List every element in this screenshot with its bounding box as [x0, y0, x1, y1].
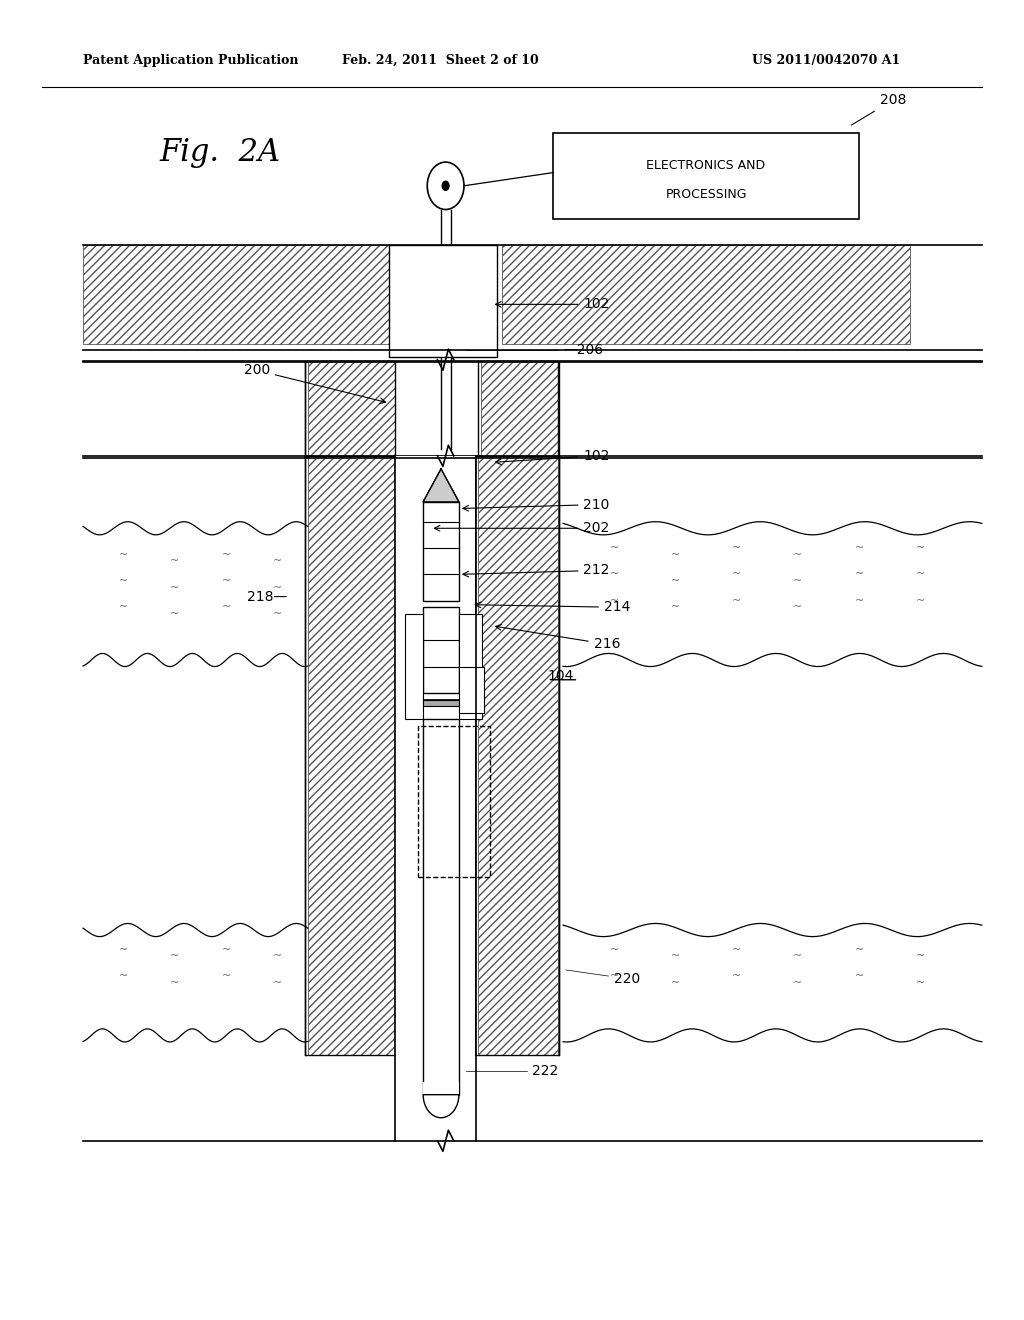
Text: 102: 102: [496, 449, 610, 465]
Bar: [465, 246, 497, 356]
Text: ~: ~: [170, 952, 179, 961]
Text: ~: ~: [794, 952, 803, 961]
Bar: [394, 455, 475, 1147]
Text: ~: ~: [855, 972, 864, 981]
Text: PROCESSING: PROCESSING: [666, 189, 746, 201]
Text: ~: ~: [272, 582, 282, 593]
Text: ~: ~: [120, 576, 129, 586]
Text: ~: ~: [170, 556, 179, 566]
Bar: [423, 719, 459, 1094]
Text: ~: ~: [732, 543, 741, 553]
Text: —206: —206: [563, 343, 603, 358]
Text: 214: 214: [475, 601, 631, 614]
Text: 102: 102: [496, 297, 610, 312]
Bar: [459, 614, 482, 719]
Bar: [418, 726, 489, 878]
Text: ~: ~: [221, 576, 230, 586]
Wedge shape: [423, 1094, 459, 1118]
Text: ~: ~: [915, 595, 925, 606]
Text: ~: ~: [855, 595, 864, 606]
Text: ~: ~: [221, 945, 230, 954]
Bar: [423, 607, 459, 693]
Text: ~: ~: [221, 972, 230, 981]
Text: 216: 216: [496, 624, 621, 651]
Text: ~: ~: [170, 978, 179, 987]
Bar: [389, 246, 426, 356]
Text: 222: 222: [532, 1064, 559, 1078]
Bar: [475, 455, 559, 1055]
Text: ~: ~: [855, 543, 864, 553]
Text: 220: 220: [566, 970, 640, 986]
Bar: [478, 360, 558, 455]
Text: ~: ~: [120, 602, 129, 612]
Text: ~: ~: [732, 945, 741, 954]
Text: 210: 210: [463, 498, 610, 512]
Text: ~: ~: [609, 569, 618, 579]
Text: ~: ~: [609, 945, 618, 954]
Bar: [459, 667, 484, 713]
Bar: [423, 1081, 459, 1107]
Bar: [305, 455, 394, 1055]
Text: ~: ~: [272, 952, 282, 961]
Bar: [308, 360, 394, 455]
Text: ~: ~: [120, 549, 129, 560]
Text: 104: 104: [548, 669, 574, 682]
Text: ~: ~: [855, 945, 864, 954]
Text: ~: ~: [732, 595, 741, 606]
Text: Fig.  2A: Fig. 2A: [160, 137, 281, 169]
Text: Feb. 24, 2011  Sheet 2 of 10: Feb. 24, 2011 Sheet 2 of 10: [342, 54, 539, 67]
Bar: [481, 360, 558, 455]
Bar: [478, 455, 558, 1055]
Text: 212: 212: [463, 564, 610, 577]
Text: ~: ~: [794, 549, 803, 560]
Text: ELECTRONICS AND: ELECTRONICS AND: [646, 160, 766, 172]
Text: ~: ~: [732, 569, 741, 579]
Text: ~: ~: [915, 543, 925, 553]
Bar: [553, 133, 859, 219]
Bar: [305, 360, 394, 455]
Text: ~: ~: [794, 602, 803, 612]
Text: ~: ~: [272, 609, 282, 619]
Text: ~: ~: [915, 978, 925, 987]
Bar: [308, 455, 394, 1055]
Text: ~: ~: [794, 978, 803, 987]
Text: 208: 208: [851, 94, 906, 125]
Text: ~: ~: [915, 569, 925, 579]
Text: Patent Application Publication: Patent Application Publication: [83, 54, 299, 67]
Text: ~: ~: [120, 972, 129, 981]
Text: ~: ~: [120, 945, 129, 954]
Text: ~: ~: [915, 952, 925, 961]
Text: ~: ~: [671, 549, 680, 560]
Text: ~: ~: [170, 582, 179, 593]
Bar: [423, 700, 459, 706]
Text: 202: 202: [434, 521, 609, 536]
Bar: [502, 246, 910, 345]
Bar: [404, 614, 423, 719]
Text: ~: ~: [855, 569, 864, 579]
Text: ~: ~: [272, 978, 282, 987]
Text: ~: ~: [671, 576, 680, 586]
Text: ~: ~: [671, 978, 680, 987]
Text: ~: ~: [170, 609, 179, 619]
Circle shape: [441, 181, 450, 191]
Text: ~: ~: [221, 549, 230, 560]
Text: ~: ~: [272, 556, 282, 566]
Text: ~: ~: [732, 972, 741, 981]
Bar: [83, 246, 389, 345]
Text: 218—: 218—: [247, 590, 288, 603]
Polygon shape: [423, 469, 459, 502]
Text: ~: ~: [671, 602, 680, 612]
Bar: [423, 502, 459, 601]
Text: 200: 200: [244, 363, 386, 404]
Text: ~: ~: [221, 602, 230, 612]
Text: ~: ~: [609, 972, 618, 981]
Text: ~: ~: [609, 595, 618, 606]
Text: ~: ~: [609, 543, 618, 553]
Text: US 2011/0042070 A1: US 2011/0042070 A1: [752, 54, 900, 67]
Bar: [389, 246, 497, 356]
Text: ~: ~: [794, 576, 803, 586]
Text: ~: ~: [671, 952, 680, 961]
